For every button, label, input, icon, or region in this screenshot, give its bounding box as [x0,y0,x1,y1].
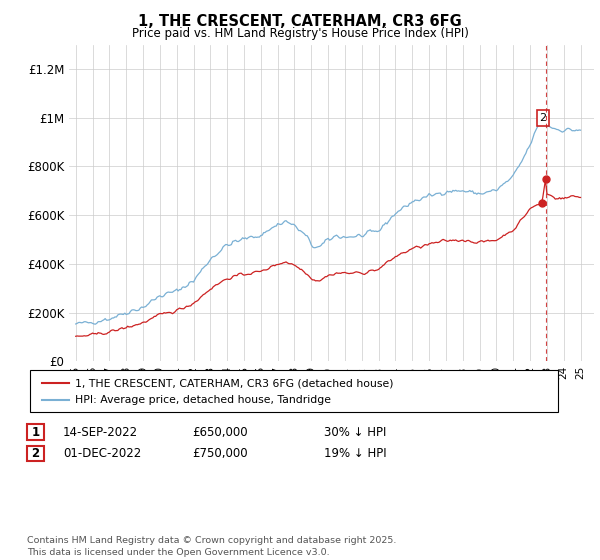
Text: 19% ↓ HPI: 19% ↓ HPI [324,447,386,460]
Text: £750,000: £750,000 [192,447,248,460]
Text: 2: 2 [31,447,40,460]
Text: 1, THE CRESCENT, CATERHAM, CR3 6FG (detached house): 1, THE CRESCENT, CATERHAM, CR3 6FG (deta… [75,378,394,388]
Text: 2: 2 [539,113,547,123]
Text: Price paid vs. HM Land Registry's House Price Index (HPI): Price paid vs. HM Land Registry's House … [131,27,469,40]
Text: 1: 1 [31,426,40,439]
Text: £650,000: £650,000 [192,426,248,439]
Text: 01-DEC-2022: 01-DEC-2022 [63,447,141,460]
Text: 30% ↓ HPI: 30% ↓ HPI [324,426,386,439]
Text: HPI: Average price, detached house, Tandridge: HPI: Average price, detached house, Tand… [75,395,331,405]
Text: Contains HM Land Registry data © Crown copyright and database right 2025.
This d: Contains HM Land Registry data © Crown c… [27,536,397,557]
Text: 14-SEP-2022: 14-SEP-2022 [63,426,138,439]
Text: 1, THE CRESCENT, CATERHAM, CR3 6FG: 1, THE CRESCENT, CATERHAM, CR3 6FG [138,14,462,29]
